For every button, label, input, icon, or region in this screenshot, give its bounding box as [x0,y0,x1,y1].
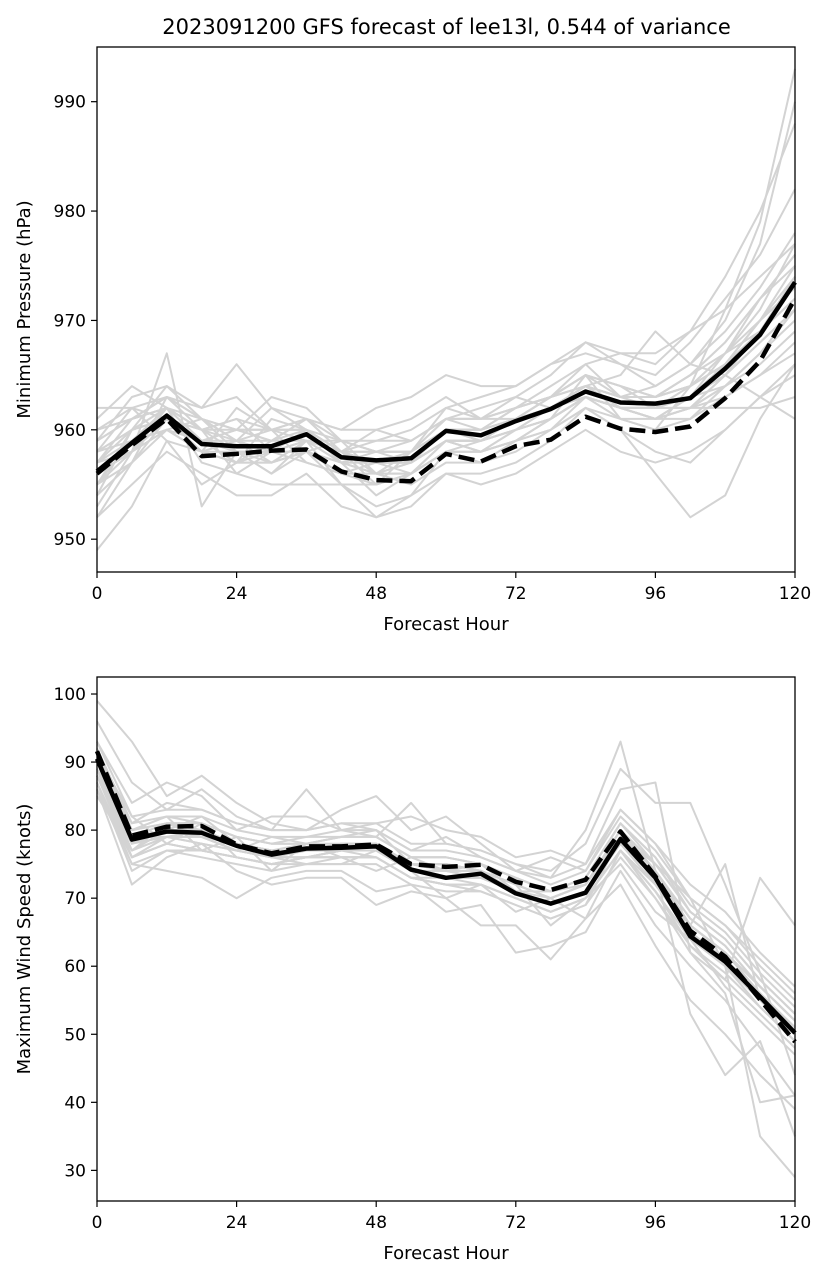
wind-x-tick-label: 120 [779,1213,811,1233]
pressure-ensemble-member-29 [96,297,796,453]
pressure-panel: 0 24 48 72 96 120 950 960 970 980 990 Forecast Hou… [14,46,812,635]
wind-main-lines [94,750,797,1044]
pressure-dashed-line [95,297,797,484]
wind-panel: 0 24 48 72 96 120 30 40 50 60 70 80 90 100 Forecast H… [14,676,812,1264]
wind-ensemble-member-16 [96,782,796,1049]
wind-x-tick-label: 96 [645,1213,667,1233]
wind-y-tick-label: 30 [64,1161,86,1181]
pressure-y-tick-label: 950 [54,530,86,550]
pressure-y-tick-label: 980 [54,202,86,222]
wind-x-tick-label: 48 [365,1213,387,1233]
pressure-x-tick-label: 120 [779,584,811,604]
chart-title: 2023091200 GFS forecast of lee13l, 0.544… [162,15,731,39]
pressure-y-tick-label: 970 [54,311,86,331]
pressure-ensemble-member-9 [96,363,796,519]
wind-x-axis-label: Forecast Hour [383,1243,509,1264]
wind-y-tick-label: 100 [54,685,86,705]
wind-y-tick-label: 80 [64,821,86,841]
pressure-x-tick-label: 72 [505,584,527,604]
wind-ensemble-member-1 [96,700,796,1137]
pressure-ensemble-member-18 [96,374,796,519]
pressure-x-axis-label: Forecast Hour [383,614,509,635]
pressure-ensemble-lines [96,68,796,551]
wind-solid-line [94,757,797,1035]
pressure-axis-ticks: 0 24 48 72 96 120 950 960 970 980 990 [54,93,812,604]
wind-axis-ticks: 0 24 48 72 96 120 30 40 50 60 70 80 90 100 [54,685,812,1233]
wind-y-tick-label: 60 [64,957,86,977]
pressure-x-tick-label: 48 [365,584,387,604]
wind-x-tick-label: 0 [92,1213,103,1233]
wind-ensemble-member-29 [96,748,796,1015]
pressure-ensemble-member-17 [97,243,796,431]
wind-ensemble-member-7 [96,782,796,1097]
pressure-main-lines [95,280,797,484]
wind-y-axis-label: Maximum Wind Speed (knots) [14,804,35,1075]
wind-ensemble-member-17 [96,748,796,995]
wind-y-tick-label: 90 [64,753,86,773]
wind-y-tick-label: 40 [64,1093,86,1113]
pressure-y-tick-label: 960 [54,421,86,441]
wind-x-tick-label: 72 [505,1213,527,1233]
pressure-y-tick-label: 990 [54,93,86,113]
wind-y-tick-label: 50 [64,1025,86,1045]
pressure-axes-frame [96,46,796,573]
pressure-x-tick-label: 0 [92,584,103,604]
wind-x-tick-label: 24 [226,1213,248,1233]
pressure-x-tick-label: 96 [645,584,667,604]
pressure-solid-line [95,280,797,474]
wind-axes-frame [96,676,796,1202]
pressure-y-axis-label: Minimum Pressure (hPa) [14,200,35,418]
wind-y-tick-label: 70 [64,889,86,909]
wind-ensemble-member-20 [96,741,796,988]
pressure-x-tick-label: 24 [226,584,248,604]
